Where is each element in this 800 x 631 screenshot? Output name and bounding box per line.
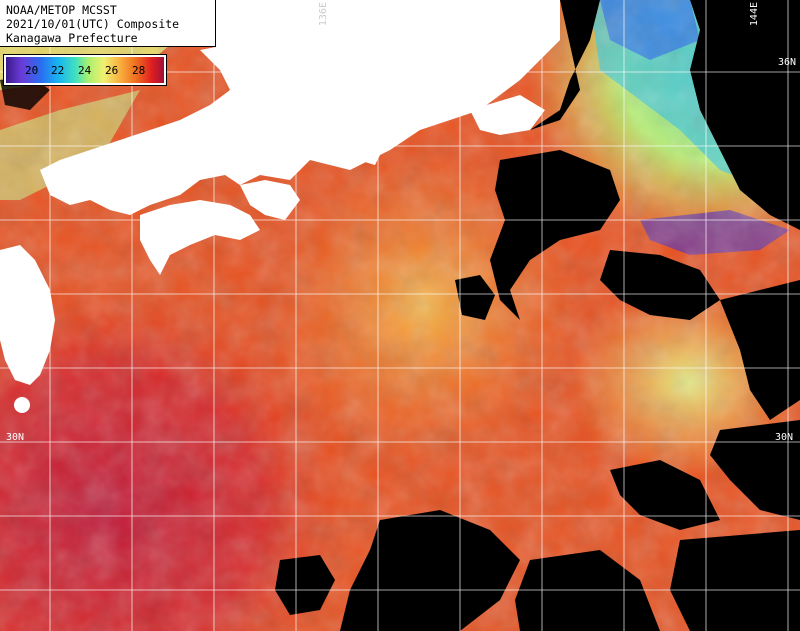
land-honshu: [0, 0, 560, 215]
land-kii: [240, 180, 300, 220]
land-izu: [350, 128, 385, 165]
land-kanto: [470, 95, 545, 135]
lat-label-30n-left: 30N: [6, 432, 25, 443]
title-line-3: Kanagawa Prefecture: [6, 31, 138, 45]
lon-label-136e: 136E: [318, 2, 329, 27]
legend-color-bar: [6, 57, 164, 83]
title-box: NOAA/METOP MCSST 2021/10/01(UTC) Composi…: [0, 0, 216, 47]
legend-tick-20: 20: [25, 64, 39, 77]
land-island: [14, 397, 30, 413]
title-line-2: 2021/10/01(UTC) Composite: [6, 17, 180, 31]
land-kyushu: [0, 245, 55, 385]
legend-tick-26: 26: [105, 64, 119, 77]
land-shikoku: [140, 200, 260, 275]
legend-tick-28: 28: [132, 64, 146, 77]
lon-label-144e: 144E: [749, 2, 760, 27]
title-line-1: NOAA/METOP MCSST: [6, 3, 117, 17]
legend-tick-22: 22: [51, 64, 65, 77]
legend-tick-24: 24: [78, 64, 92, 77]
color-legend: 20 22 24 26 28: [3, 54, 167, 86]
lat-label-36n: 36N: [778, 57, 797, 68]
lat-label-30n-right: 30N: [775, 432, 794, 443]
